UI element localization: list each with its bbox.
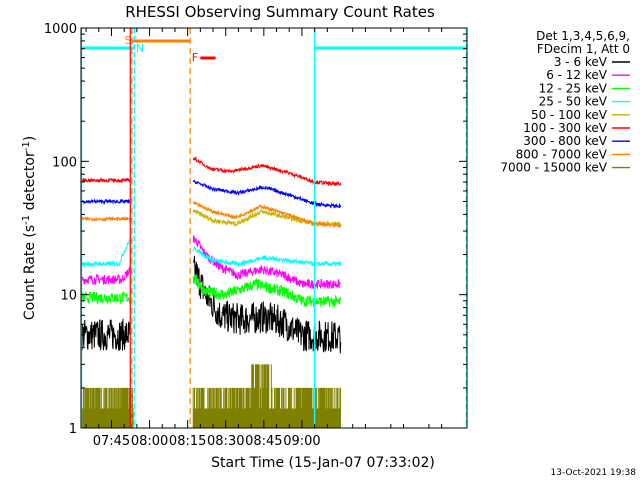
series-line-pre-25-50kev	[80, 237, 131, 268]
legend-entry-label: 25 - 50 keV	[539, 95, 608, 109]
series-line-post-25-50kev	[192, 245, 342, 268]
series-line-pre-100-300kev	[80, 177, 131, 184]
series-line-pre-6-12kev	[80, 266, 131, 286]
chart-title: RHESSI Observing Summary Count Rates	[125, 3, 435, 21]
series-line-post-100-300kev	[192, 155, 342, 187]
legend-entry-label: 100 - 300 keV	[523, 121, 607, 135]
legend-entry-label: 50 - 100 keV	[531, 108, 608, 122]
series-line-post-800-7000kev	[192, 200, 342, 229]
x-tick-label: 08:15	[169, 434, 206, 449]
legend-entry-label: 3 - 6 keV	[554, 55, 608, 69]
series-line-post-12-25kev	[192, 273, 342, 308]
legend-header-line-2: FDecim 1, Att 0	[537, 42, 630, 56]
y-tick-label: 100	[52, 155, 77, 170]
y-axis: 1 10 100 1000	[44, 22, 467, 437]
flare-label: F	[192, 51, 198, 64]
y-tick-label: 1000	[44, 22, 77, 37]
night-label: N	[136, 42, 144, 55]
plot-area: NS F	[80, 28, 468, 428]
x-tick-label: 08:00	[131, 434, 168, 449]
series-7000-15000-kev-bars	[192, 364, 341, 428]
x-tick-label: 08:30	[207, 434, 244, 449]
y-axis-label: Count Rate (s-1 detector-1)	[21, 136, 38, 320]
series-line-pre-300-800kev	[80, 198, 131, 206]
series-line-post-300-800kev	[192, 179, 342, 209]
series-line-post-6-12kev	[192, 235, 341, 290]
series-line-post-3-6kev	[192, 255, 342, 354]
timestamp: 13-Oct-2021 19:38	[551, 468, 637, 478]
legend-entry-label: 12 - 25 keV	[539, 81, 608, 95]
x-axis-label: Start Time (15-Jan-07 07:33:02)	[211, 455, 435, 471]
series-line-pre-800-7000kev	[80, 216, 131, 223]
legend-header-line-1: Det 1,3,4,5,6,9,	[536, 29, 630, 43]
x-tick-label: 07:45	[93, 434, 130, 449]
series-7000-15000-kev-bars	[80, 387, 134, 428]
y-tick-label: 10	[60, 289, 77, 304]
x-tick-label: 08:45	[245, 434, 282, 449]
legend-entry-label: 800 - 7000 keV	[516, 147, 608, 161]
x-tick-label: 09:00	[283, 434, 320, 449]
plot-frame	[80, 27, 468, 429]
legend-entry-label: 6 - 12 keV	[546, 68, 608, 82]
series-line-pre-3-6kev	[80, 318, 131, 352]
legend-entry-label: 300 - 800 keV	[523, 134, 607, 148]
series-line-pre-12-25kev	[80, 290, 131, 305]
series-line-post-50-100kev	[192, 208, 342, 228]
legend-entry-label: 7000 - 15000 keV	[500, 161, 607, 175]
x-axis: 07:45 08:00 08:15 08:30 08:45 09:00	[85, 28, 443, 449]
y-tick-label: 1	[69, 422, 77, 437]
saa-label: S	[125, 34, 132, 47]
legend: Det 1,3,4,5,6,9, FDecim 1, Att 0 3 - 6 k…	[500, 29, 630, 175]
